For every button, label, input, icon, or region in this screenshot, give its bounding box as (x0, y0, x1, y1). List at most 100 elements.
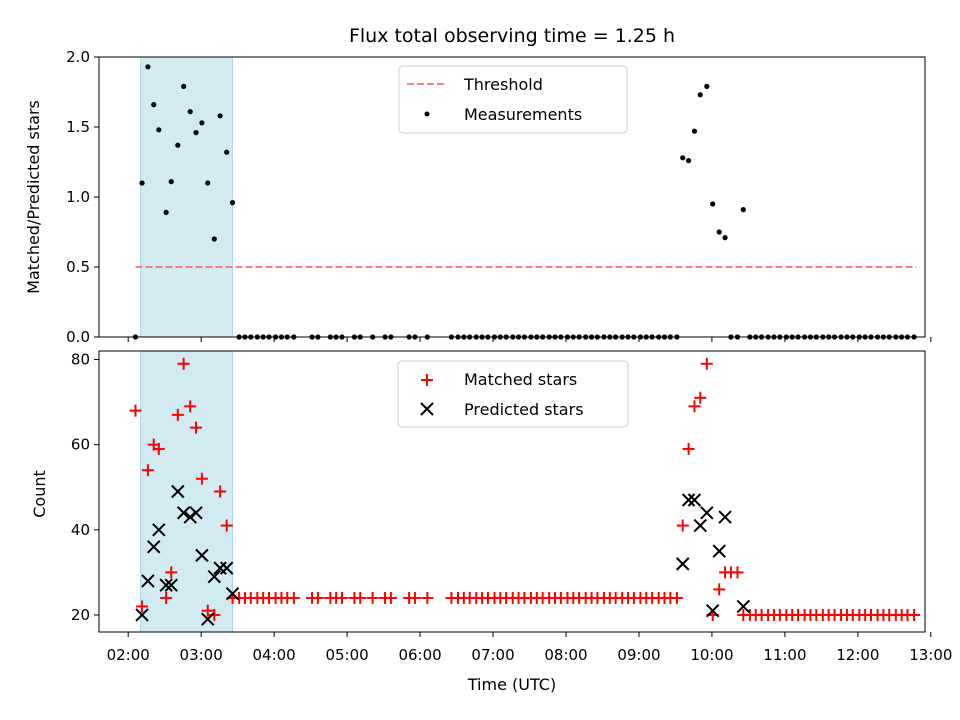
legend-matched-label: Matched stars (464, 370, 577, 389)
measurement-point (710, 201, 716, 207)
chart-title: Flux total observing time = 1.25 h (349, 25, 675, 47)
legend-measurements-marker (424, 111, 430, 117)
predicted-marker-b (152, 523, 166, 537)
matched-stars-point (670, 591, 683, 604)
measurement-point (722, 235, 728, 241)
matched-stars-point (682, 442, 695, 455)
matched-stars-point (201, 604, 214, 617)
x-tick-label: 06:00 (398, 646, 441, 664)
matched-stars-point (694, 391, 707, 404)
predicted-marker-b (676, 557, 690, 571)
measurement-point (168, 179, 174, 185)
x-tick-label: 02:00 (107, 646, 150, 664)
legend-threshold-label: Threshold (463, 75, 543, 94)
top-y-ticks: 0.0 0.5 1.0 1.5 2.0 (66, 48, 99, 346)
predicted-marker-b (700, 506, 714, 520)
predicted-stars-point (705, 604, 720, 618)
predicted-stars-point (171, 484, 185, 499)
predicted-stars-point (135, 608, 149, 622)
measurement-point (199, 120, 205, 126)
predicted-marker-b (225, 586, 240, 601)
matched-stars-point (177, 357, 190, 370)
observing-window-shade (140, 56, 234, 338)
measurement-point (145, 64, 151, 70)
matched-stars-point (220, 519, 233, 532)
measurement-point (691, 128, 698, 134)
x-tick-label: 08:00 (544, 646, 587, 664)
top-legend-box (398, 65, 628, 134)
x-tick-label: 13:00 (909, 646, 952, 664)
predicted-stars-point (176, 506, 191, 520)
matched-stars-point (354, 591, 367, 604)
x-tick-label: 05:00 (325, 646, 368, 664)
predicted-marker-b (736, 599, 751, 614)
predicted-stars-point (219, 561, 234, 575)
predicted-stars-point (207, 569, 221, 584)
matched-stars-point (384, 591, 397, 604)
predicted-marker-b (213, 561, 227, 575)
predicted-stars-point (676, 557, 690, 571)
predicted-marker-b (693, 518, 707, 533)
measurement-point (740, 207, 746, 213)
predicted-marker-b (681, 493, 696, 507)
matched-stars-point (214, 485, 227, 498)
predicted-stars-point (681, 493, 696, 507)
measurement-point (217, 113, 223, 119)
legend-predicted-marker (420, 402, 434, 416)
legend-measurements-label: Measurements (464, 105, 582, 124)
predicted-stars-point (712, 544, 726, 558)
measurement-point (175, 142, 181, 148)
matched-stars-point (152, 442, 165, 455)
predicted-marker-b (176, 506, 191, 520)
x-tick-label: 10:00 (690, 646, 733, 664)
legend-predicted-label: Predicted stars (464, 400, 584, 419)
matched-stars-point (731, 566, 744, 579)
predicted-stars-point (164, 578, 178, 592)
predicted-marker-b (687, 493, 702, 507)
predicted-marker-b (718, 510, 732, 524)
legend-matched-marker (421, 374, 433, 386)
x-tick-label: 09:00 (617, 646, 660, 664)
predicted-marker-b (183, 510, 197, 524)
predicted-stars-point (152, 523, 166, 537)
y-tick-label: 40 (71, 521, 90, 539)
predicted-stars-points (135, 484, 751, 626)
bottom-legend-box (397, 360, 629, 428)
predicted-stars-point (693, 518, 707, 533)
matched-stars-point (184, 400, 197, 413)
predicted-stars-point (147, 540, 161, 554)
measurement-point (211, 236, 217, 242)
ratio-panel: Flux total observing time = 1.25 h 0.00.… (24, 25, 932, 346)
predicted-stars-point (718, 510, 732, 524)
matched-stars-point (335, 591, 348, 604)
bottom-axes-frame (98, 350, 926, 633)
measurement-point (181, 83, 187, 89)
matched-stars-point (165, 566, 178, 579)
matched-stars-point (141, 464, 154, 477)
top-y-axis-label: Matched/Predicted stars (24, 100, 43, 294)
predicted-marker-b (207, 569, 221, 584)
predicted-stars-point (159, 578, 173, 592)
y-tick-label: 1.0 (66, 188, 90, 206)
top-legend: Threshold Measurements (398, 65, 628, 134)
y-tick-label: 0.5 (66, 258, 90, 276)
measurement-point (205, 180, 211, 186)
x-tick-label: 04:00 (253, 646, 296, 664)
bottom-legend: Matched stars Predicted stars (397, 360, 629, 428)
x-tick-label: 07:00 (471, 646, 514, 664)
measurement-point (151, 102, 157, 108)
x-axis-label: Time (UTC) (467, 675, 556, 694)
measurement-point (139, 180, 145, 186)
predicted-marker-b (159, 578, 173, 592)
predicted-stars-point (189, 506, 203, 520)
x-tick-label: 12:00 (836, 646, 879, 664)
y-tick-label: 20 (71, 606, 90, 624)
predicted-marker-b (135, 608, 149, 622)
measurement-point (156, 127, 162, 133)
matched-stars-point (408, 591, 421, 604)
matched-stars-point (676, 519, 689, 532)
matched-stars-point (908, 608, 921, 621)
predicted-marker-b (141, 574, 155, 588)
predicted-marker-b (164, 578, 178, 592)
